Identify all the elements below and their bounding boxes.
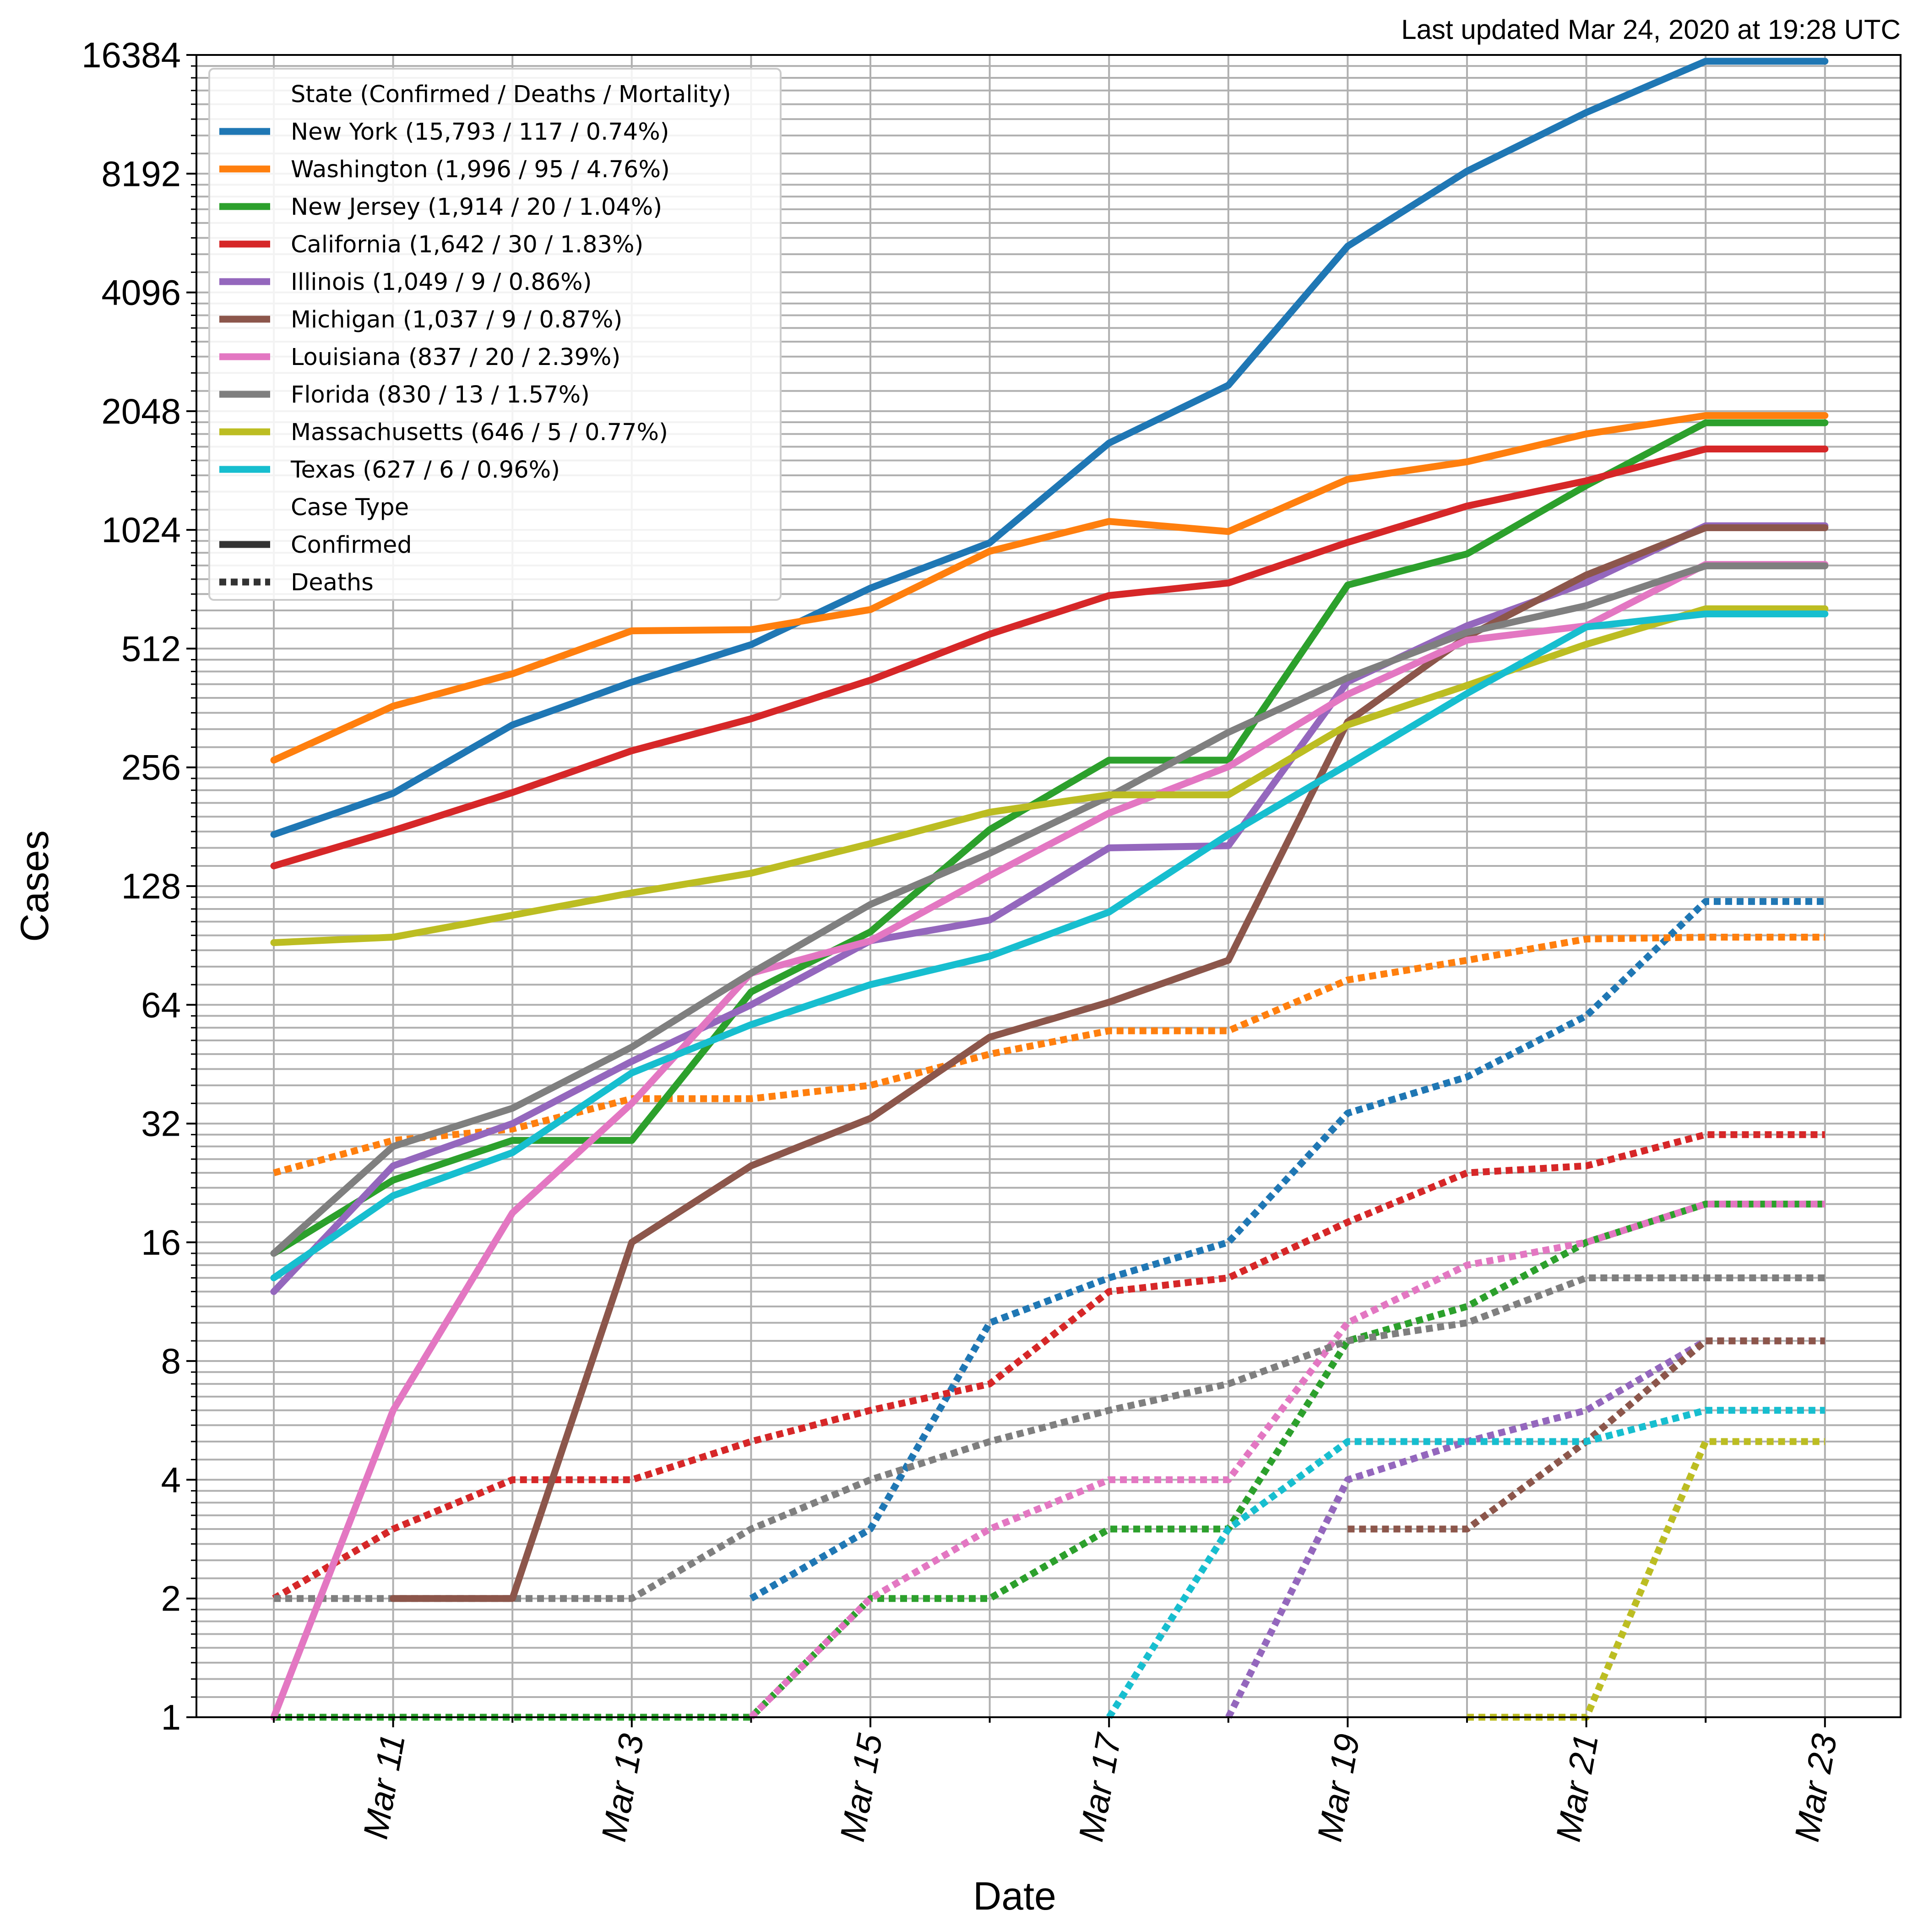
legend-title: State (Confirmed / Deaths / Mortality)	[291, 81, 731, 108]
deaths-line	[273, 934, 1825, 1176]
confirmed-line	[270, 605, 1829, 946]
confirmed-line	[270, 446, 1829, 870]
legend: State (Confirmed / Deaths / Mortality) Ne…	[208, 68, 782, 601]
legend-box	[208, 68, 782, 601]
legend-entry: Texas (627 / 6 / 0.96%)	[290, 457, 560, 484]
x-axis-label: Date	[973, 1874, 1056, 1918]
y-tick-label: 2048	[101, 391, 181, 431]
y-tick-label: 2	[161, 1578, 181, 1619]
y-tick-label: 32	[141, 1104, 181, 1144]
confirmed-line	[270, 562, 1829, 1257]
deaths-line	[1225, 1337, 1825, 1719]
deaths-line	[1106, 1407, 1825, 1720]
confirmed-line	[390, 524, 1829, 1602]
y-tick-label: 4	[161, 1459, 181, 1500]
confirmed-line	[270, 561, 1829, 1721]
y-axis-label: Cases	[13, 830, 57, 942]
annotation-last-updated: Last updated Mar 24, 2020 at 19:28 UTC	[1401, 14, 1901, 45]
series-layer	[270, 58, 1829, 1721]
y-tick-label: 128	[121, 866, 181, 906]
legend-entry: Florida (830 / 13 / 1.57%)	[291, 381, 590, 408]
legend-entry: Louisiana (837 / 20 / 2.39%)	[291, 344, 620, 371]
y-tick-label: 16384	[82, 35, 181, 75]
y-tick-label: 1	[161, 1697, 181, 1737]
deaths-line	[274, 1274, 1825, 1602]
y-tick-label: 64	[141, 985, 181, 1025]
confirmed-line	[270, 610, 1829, 1281]
legend-case-type-entry: Confirmed	[291, 532, 412, 559]
legend-entry: Washington (1,996 / 95 / 4.76%)	[291, 156, 670, 183]
y-tick-label: 16	[141, 1222, 181, 1263]
ticks-layer: 1 2 4 8 16 32 64 128 256 512 1024 2048 4096 8192 16384…	[82, 35, 1844, 1845]
legend-entry: California (1,642 / 30 / 1.83%)	[291, 231, 643, 258]
confirmed-line	[270, 522, 1829, 1295]
legend-entry: New Jersey (1,914 / 20 / 1.04%)	[291, 194, 662, 221]
y-tick-label: 8192	[101, 153, 181, 194]
y-tick-label: 1024	[101, 510, 181, 550]
y-tick-label: 8	[161, 1341, 181, 1381]
deaths-line	[749, 1200, 1825, 1720]
confirmed-line	[270, 412, 1829, 764]
deaths-line	[272, 1131, 1825, 1602]
legend-case-type-entry: Deaths	[291, 569, 374, 596]
y-tick-label: 512	[121, 628, 181, 669]
legend-entry: Illinois (1,049 / 9 / 0.86%)	[291, 269, 592, 296]
legend-entry: Massachusetts (646 / 5 / 0.77%)	[291, 419, 668, 446]
y-tick-label: 256	[121, 747, 181, 788]
legend-entry: Michigan (1,037 / 9 / 0.87%)	[291, 306, 622, 333]
confirmed-line	[270, 58, 1829, 838]
deaths-line	[749, 898, 1825, 1602]
legend-entry: New York (15,793 / 117 / 0.74%)	[291, 119, 669, 146]
y-tick-label: 4096	[101, 272, 181, 313]
legend-case-type-title: Case Type	[291, 494, 409, 521]
